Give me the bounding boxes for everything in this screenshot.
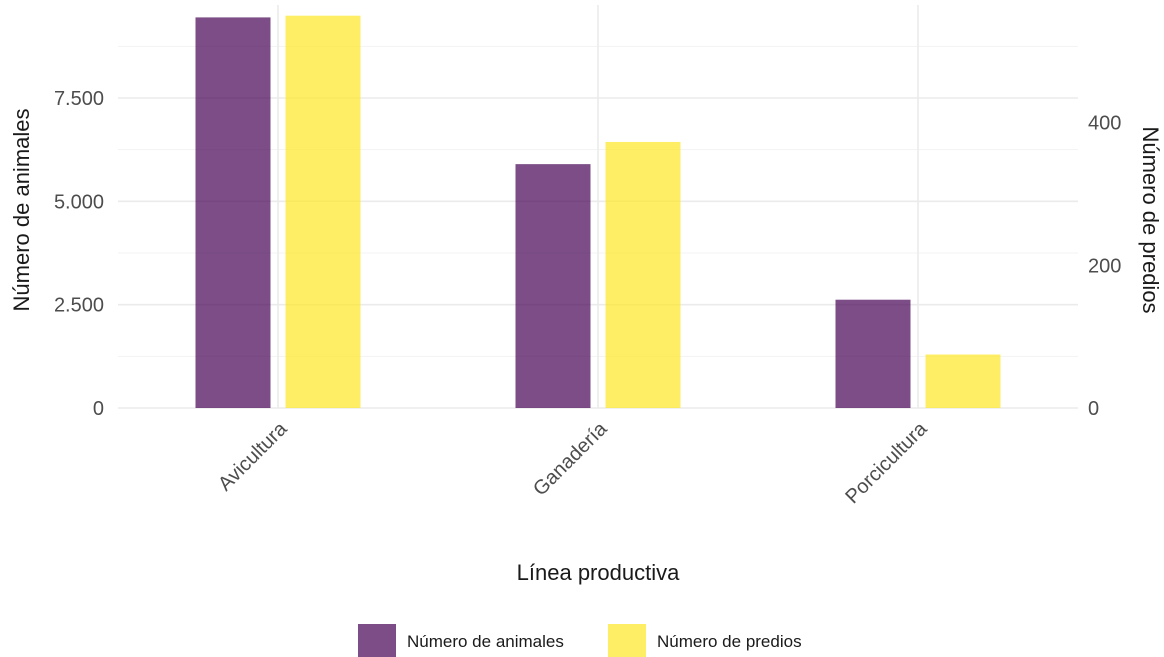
x-axis-title: Línea productiva <box>517 560 680 585</box>
bars <box>195 15 1001 409</box>
legend-swatch <box>358 624 396 657</box>
right-axis-ticks: 0 200 400 <box>1088 113 1121 420</box>
y-tick-label: 2.500 <box>54 295 104 317</box>
bar-predios-2 <box>925 354 1001 408</box>
legend-item-animales: Número de animales <box>407 632 564 651</box>
y2-axis-title: Número de predios <box>1138 126 1163 313</box>
x-tick-label: Avicultura <box>214 417 292 495</box>
y2-tick-label: 200 <box>1088 255 1121 277</box>
bar-animales-2 <box>835 299 911 408</box>
bar-predios-0 <box>285 15 361 408</box>
legend-item-predios: Número de predios <box>657 632 802 651</box>
y-axis-title: Número de animales <box>9 109 34 312</box>
left-axis-ticks: 0 2.500 5.000 7.500 <box>54 88 104 420</box>
y2-tick-label: 400 <box>1088 113 1121 135</box>
y2-tick-label: 0 <box>1088 398 1099 420</box>
bar-animales-0 <box>195 17 271 409</box>
legend: Número de animales Número de predios <box>358 624 802 657</box>
bar-animales-1 <box>515 164 591 408</box>
x-tick-label: Ganadería <box>529 417 612 500</box>
y-tick-label: 7.500 <box>54 88 104 110</box>
gridlines <box>118 5 1078 409</box>
x-tick-label: Porcicultura <box>841 417 932 508</box>
x-axis-ticks: Avicultura Ganadería Porcicultura <box>214 417 932 508</box>
bar-predios-1 <box>605 141 681 408</box>
y-tick-label: 0 <box>93 398 104 420</box>
y-tick-label: 5.000 <box>54 191 104 213</box>
legend-swatch <box>608 624 646 657</box>
